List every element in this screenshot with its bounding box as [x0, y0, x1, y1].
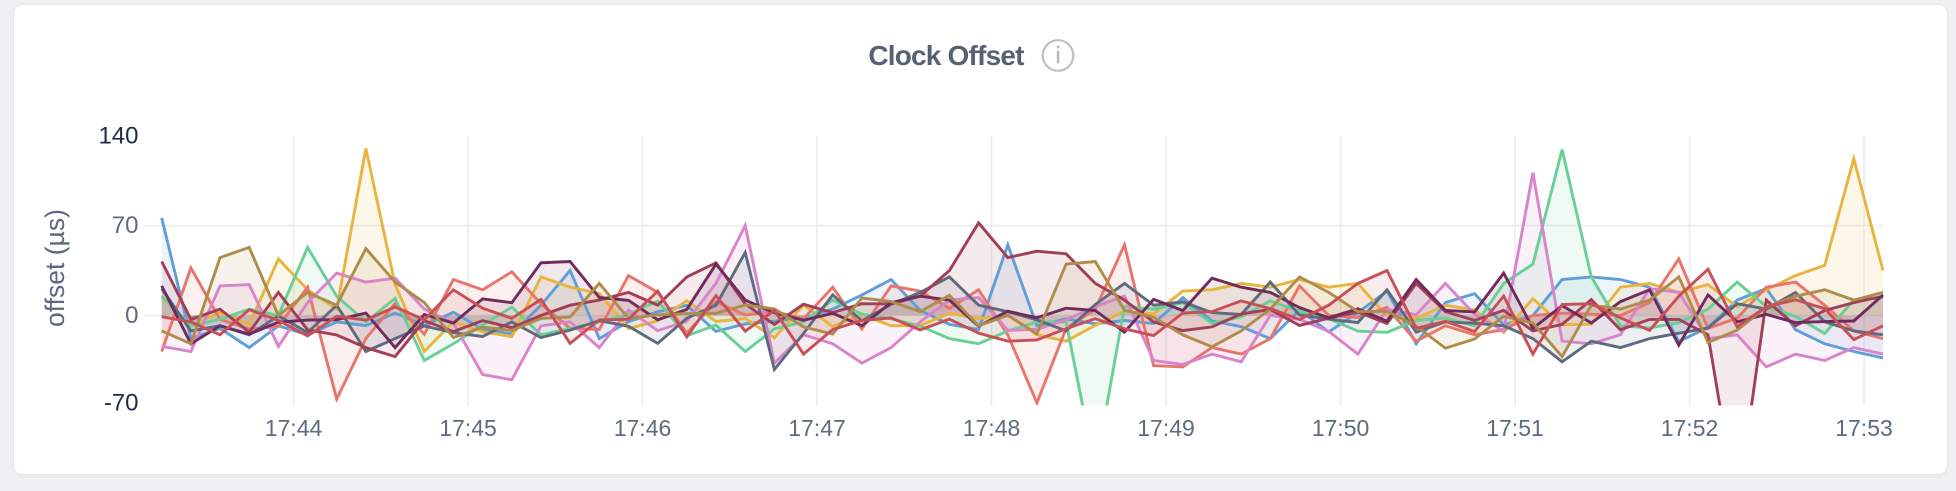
- svg-text:70: 70: [112, 212, 139, 239]
- svg-text:17:50: 17:50: [1312, 415, 1370, 441]
- svg-text:offset (µs): offset (µs): [40, 209, 70, 327]
- svg-text:17:48: 17:48: [963, 415, 1021, 441]
- svg-text:Clock Offset: Clock Offset: [868, 40, 1024, 71]
- svg-text:17:45: 17:45: [439, 415, 497, 441]
- svg-text:-70: -70: [104, 390, 139, 417]
- svg-text:17:53: 17:53: [1835, 415, 1893, 441]
- svg-text:17:47: 17:47: [788, 415, 846, 441]
- svg-text:17:49: 17:49: [1137, 415, 1195, 441]
- svg-text:17:52: 17:52: [1661, 415, 1719, 441]
- svg-text:140: 140: [98, 122, 138, 149]
- svg-text:0: 0: [125, 302, 138, 329]
- svg-text:17:46: 17:46: [614, 415, 672, 441]
- svg-text:17:44: 17:44: [265, 415, 323, 441]
- svg-text:17:51: 17:51: [1486, 415, 1544, 441]
